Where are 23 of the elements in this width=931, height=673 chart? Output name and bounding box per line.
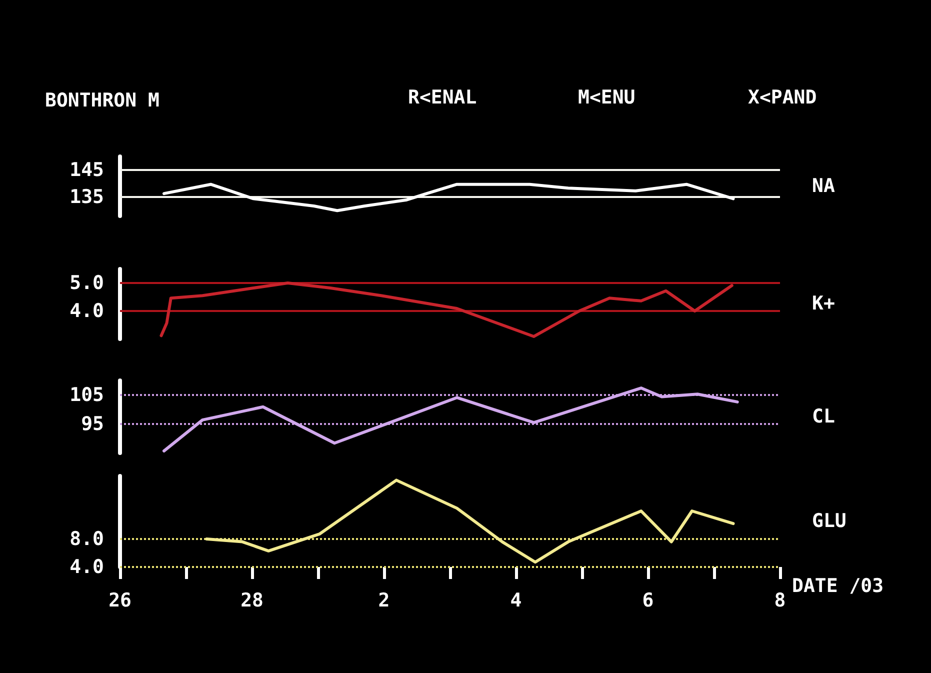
y-tick-label: 145 <box>70 159 104 182</box>
y-tick-label: 8.0 <box>70 528 104 550</box>
y-tick-label: 95 <box>81 413 104 435</box>
y-axis-title: CL <box>812 405 835 428</box>
y-tick-label: 135 <box>70 186 104 208</box>
text: R<ENAL <box>408 86 477 108</box>
y-axis-title: NA <box>812 174 836 197</box>
y-tick-label: 4.0 <box>70 300 104 322</box>
x-tick-label: 28 <box>240 590 264 612</box>
y-tick-label: 105 <box>70 384 104 406</box>
x-tick-label: 26 <box>108 590 132 612</box>
y-tick-label: 5.0 <box>70 272 104 294</box>
x-tick-label: 8 <box>774 590 786 612</box>
x-tick-label: 6 <box>642 590 654 612</box>
y-tick-label: 4.0 <box>70 556 104 578</box>
y-axis-title: K+ <box>812 292 835 314</box>
x-tick-label: 4 <box>510 590 522 612</box>
x-tick-label: 2 <box>378 590 390 612</box>
y-axis-title: GLU <box>812 510 846 532</box>
text: M<ENU <box>578 86 636 108</box>
chart-title: BONTHRON M <box>45 90 160 112</box>
text: X<PAND <box>748 86 817 108</box>
x-axis-title: DATE /03 <box>792 575 884 597</box>
